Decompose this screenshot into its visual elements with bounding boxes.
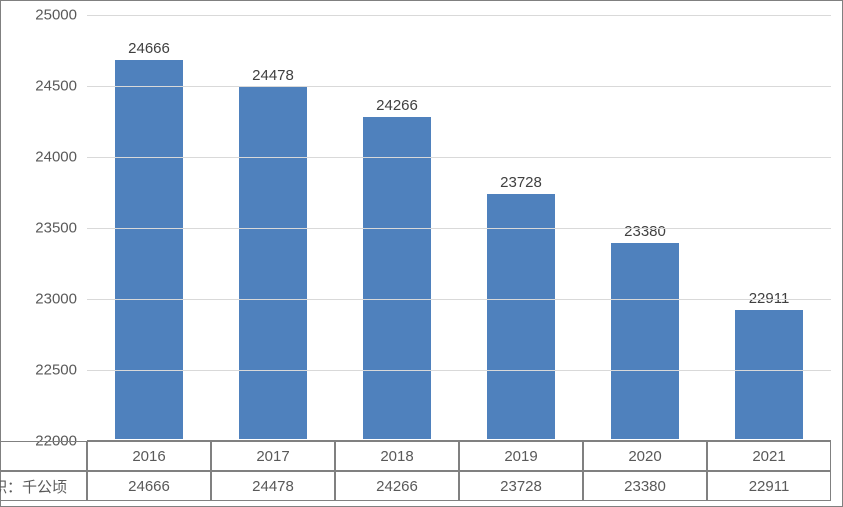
x-category-cell: 2019 xyxy=(459,441,583,471)
data-cell: 23728 xyxy=(459,471,583,501)
y-tick-label: 25000 xyxy=(1,7,77,24)
grid-line xyxy=(87,86,831,87)
data-cell: 24266 xyxy=(335,471,459,501)
bar-value-label: 23728 xyxy=(500,174,542,191)
bar-value-label: 24666 xyxy=(128,40,170,57)
grid-line xyxy=(87,299,831,300)
data-cell: 22911 xyxy=(707,471,831,501)
grid-line xyxy=(87,15,831,16)
y-tick-label: 23000 xyxy=(1,291,77,308)
bar-chart: 22000225002300023500240002450025000 2466… xyxy=(0,0,843,507)
table-header-empty xyxy=(0,441,87,471)
grid-line xyxy=(87,228,831,229)
bar xyxy=(239,87,307,439)
bar xyxy=(735,310,803,439)
bar xyxy=(115,60,183,439)
series-name: 播种面积：千公顷 xyxy=(0,476,67,497)
x-category-cell: 2021 xyxy=(707,441,831,471)
x-category-cell: 2018 xyxy=(335,441,459,471)
x-category-cell: 2017 xyxy=(211,441,335,471)
bar-value-label: 23380 xyxy=(624,223,666,240)
data-cell: 23380 xyxy=(583,471,707,501)
bar-value-label: 24478 xyxy=(252,67,294,84)
bar-value-label: 24266 xyxy=(376,97,418,114)
y-tick-label: 24000 xyxy=(1,149,77,166)
data-cell: 24666 xyxy=(87,471,211,501)
x-category-cell: 2016 xyxy=(87,441,211,471)
data-cell: 24478 xyxy=(211,471,335,501)
grid-line xyxy=(87,370,831,371)
grid-line xyxy=(87,157,831,158)
y-tick-label: 24500 xyxy=(1,78,77,95)
series-legend-header: 播种面积：千公顷 xyxy=(0,471,87,501)
x-category-cell: 2020 xyxy=(583,441,707,471)
y-tick-label: 23500 xyxy=(1,220,77,237)
y-tick-label: 22500 xyxy=(1,362,77,379)
bar xyxy=(611,243,679,439)
bar xyxy=(363,117,431,439)
bar xyxy=(487,194,555,439)
